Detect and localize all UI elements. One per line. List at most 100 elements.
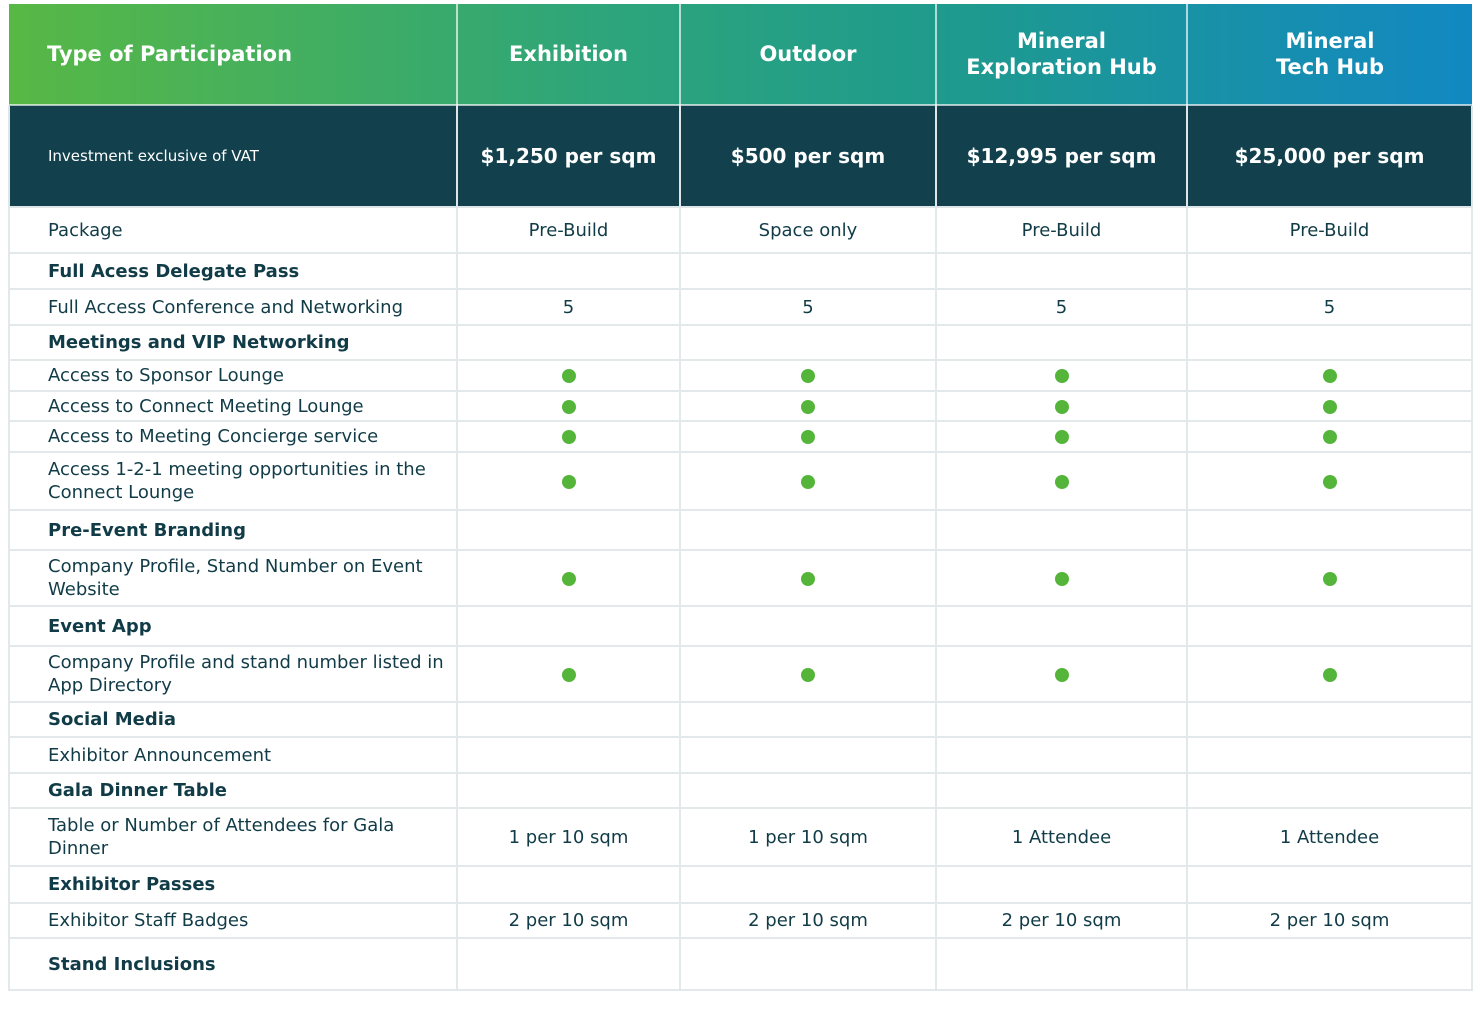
included-dot-icon — [561, 571, 576, 586]
value-cell — [935, 605, 1188, 647]
section-label: Event App — [8, 605, 458, 647]
price-row: Investment exclusive of VAT $1,250 per s… — [8, 104, 1473, 208]
value-cell — [1186, 605, 1473, 647]
value-cell — [679, 324, 937, 361]
included-dot-icon — [1322, 369, 1337, 383]
included-dot-icon — [801, 430, 815, 444]
section-label: Meetings and VIP Networking — [8, 324, 458, 361]
section-label: Gala Dinner Table — [8, 772, 458, 809]
row-label: Company Profile and stand number listed … — [8, 645, 458, 703]
value-cell — [456, 937, 681, 991]
value-cell — [456, 865, 681, 904]
value-cell — [1186, 772, 1473, 809]
included-dot-icon — [561, 430, 576, 444]
included-cell — [456, 390, 681, 422]
value-cell — [679, 865, 937, 904]
included-cell — [1186, 549, 1473, 607]
table-row: Access to Sponsor Lounge — [8, 359, 1473, 392]
included-cell — [679, 549, 937, 607]
included-cell — [679, 359, 937, 392]
section-row: Stand Inclusions — [8, 937, 1473, 991]
value-cell — [935, 772, 1188, 809]
included-cell — [679, 390, 937, 422]
included-cell — [456, 451, 681, 511]
value-cell — [1186, 324, 1473, 361]
section-label: Exhibitor Passes — [8, 865, 458, 904]
section-row: Gala Dinner Table — [8, 772, 1473, 809]
table-row: Access 1-2-1 meeting opportunities in th… — [8, 451, 1473, 511]
value-cell: 2 per 10 sqm — [679, 902, 937, 939]
value-cell — [679, 252, 937, 290]
value-cell: 1 Attendee — [1186, 807, 1473, 867]
table-row: Package Pre-Build Space only Pre-Build Pre-B… — [8, 206, 1473, 254]
included-cell — [1186, 390, 1473, 422]
value-cell: 2 per 10 sqm — [935, 902, 1188, 939]
value-cell: Pre-Build — [935, 206, 1188, 254]
table-row: Exhibitor Staff Badges 2 per 10 sqm 2 per … — [8, 902, 1473, 939]
included-dot-icon — [801, 571, 815, 586]
included-cell — [1186, 645, 1473, 703]
value-cell: Pre-Build — [1186, 206, 1473, 254]
table-row: Access to Connect Meeting Lounge — [8, 390, 1473, 422]
header-col-mineral-tech-hub: Mineral Tech Hub — [1186, 4, 1472, 106]
section-row: Full Acess Delegate Pass — [8, 252, 1473, 290]
included-dot-icon — [1054, 430, 1069, 444]
value-cell: 2 per 10 sqm — [456, 902, 681, 939]
value-cell: 2 per 10 sqm — [1186, 902, 1473, 939]
value-cell — [1186, 701, 1473, 738]
included-cell — [935, 359, 1188, 392]
participation-table-container: Type of Participation Exhibition Outdoor… — [8, 4, 1473, 991]
header-row: Type of Participation Exhibition Outdoor… — [9, 4, 1472, 106]
included-cell — [679, 420, 937, 453]
value-cell — [935, 324, 1188, 361]
value-cell — [935, 865, 1188, 904]
table-row: Company Profile and stand number listed … — [8, 645, 1473, 703]
section-row: Exhibitor Passes — [8, 865, 1473, 904]
value-cell — [935, 509, 1188, 551]
value-cell — [1186, 252, 1473, 290]
table-row: Company Profile, Stand Number on Event W… — [8, 549, 1473, 607]
value-cell: Space only — [679, 206, 937, 254]
value-cell — [456, 701, 681, 738]
included-dot-icon — [1054, 571, 1069, 586]
value-cell — [456, 605, 681, 647]
value-cell — [679, 701, 937, 738]
value-cell — [456, 772, 681, 809]
price-mineral-exploration-hub: $12,995 per sqm — [935, 104, 1188, 208]
header-col-outdoor: Outdoor — [679, 4, 937, 106]
row-label: Company Profile, Stand Number on Event W… — [8, 549, 458, 607]
value-cell — [1186, 509, 1473, 551]
included-dot-icon — [561, 667, 576, 682]
row-label: Access to Sponsor Lounge — [8, 359, 458, 392]
section-row: Social Media — [8, 701, 1473, 738]
value-cell — [679, 772, 937, 809]
included-cell — [679, 645, 937, 703]
section-row: Event App — [8, 605, 1473, 647]
value-cell — [1186, 937, 1473, 991]
row-label: Access to Connect Meeting Lounge — [8, 390, 458, 422]
table-row: Table or Number of Attendees for Gala Di… — [8, 807, 1473, 867]
value-cell — [679, 605, 937, 647]
included-cell — [456, 549, 681, 607]
included-cell — [935, 451, 1188, 511]
section-label: Full Acess Delegate Pass — [8, 252, 458, 290]
row-label: Table or Number of Attendees for Gala Di… — [8, 807, 458, 867]
included-cell — [679, 451, 937, 511]
included-cell — [1186, 420, 1473, 453]
table-row: Exhibitor Announcement — [8, 736, 1473, 774]
table-row: Full Access Conference and Networking 5 5 5… — [8, 288, 1473, 326]
section-row: Meetings and VIP Networking — [8, 324, 1473, 361]
section-row: Pre-Event Branding — [8, 509, 1473, 551]
value-cell — [456, 324, 681, 361]
included-cell — [1186, 359, 1473, 392]
included-cell — [935, 420, 1188, 453]
section-label: Pre-Event Branding — [8, 509, 458, 551]
row-label: Full Access Conference and Networking — [8, 288, 458, 326]
participation-table: Type of Participation Exhibition Outdoor… — [8, 4, 1473, 991]
value-cell: 5 — [935, 288, 1188, 326]
included-cell — [935, 549, 1188, 607]
value-cell — [935, 252, 1188, 290]
included-dot-icon — [1054, 474, 1069, 489]
included-cell — [456, 645, 681, 703]
row-label: Exhibitor Staff Badges — [8, 902, 458, 939]
